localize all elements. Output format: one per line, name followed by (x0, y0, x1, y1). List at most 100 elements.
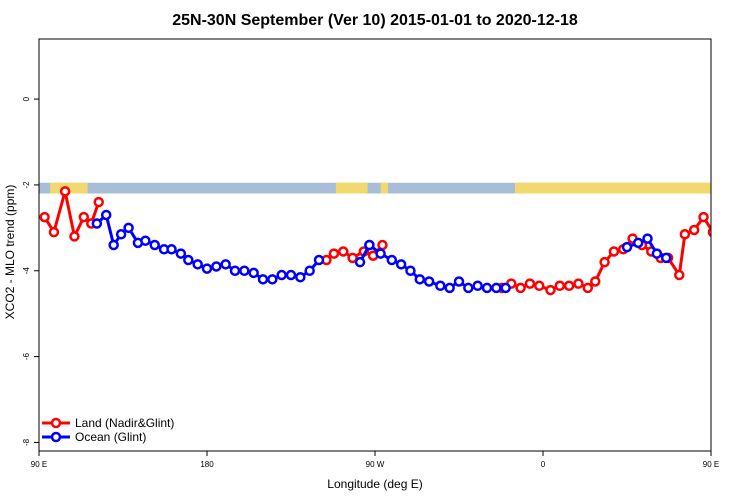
data-point (728, 232, 736, 240)
data-point (267, 274, 278, 285)
data-point (554, 280, 566, 292)
data-point (108, 239, 119, 251)
data-point (599, 256, 610, 268)
data-point (239, 265, 250, 276)
data-point (563, 280, 575, 292)
y-tick-label: -8 (22, 438, 31, 446)
data-point (718, 187, 726, 195)
data-point (285, 269, 297, 281)
data-point (545, 284, 556, 296)
data-point (192, 259, 203, 270)
data-point (660, 252, 672, 264)
data-point (59, 186, 71, 197)
data-point (739, 220, 747, 228)
land-band-segment (335, 182, 368, 194)
data-point (313, 254, 325, 266)
data-point (123, 222, 134, 234)
data-point (453, 276, 465, 287)
data-point (679, 229, 691, 240)
data-point (491, 282, 502, 294)
x-tick-label: 90 E (31, 460, 47, 469)
data-point (328, 248, 340, 259)
data-point (698, 211, 709, 223)
data-point (472, 280, 483, 292)
data-point (737, 213, 745, 221)
data-point (590, 276, 601, 287)
data-point (632, 237, 644, 249)
data-point (582, 282, 594, 294)
data-point (166, 244, 177, 255)
data-point (100, 209, 112, 221)
data-point (39, 211, 50, 223)
land-band-segment (380, 182, 389, 194)
data-point (347, 252, 358, 264)
data-point (248, 267, 259, 279)
legend: Land (Nadir&Glint)Ocean (Glint) (42, 416, 174, 444)
data-point (276, 269, 287, 281)
y-axis-ticks: 0 -2 -4 -6 -8 (22, 96, 39, 446)
data-point (573, 278, 584, 289)
data-point (295, 271, 306, 283)
data-point (651, 248, 663, 259)
legend-label: Land (Nadir&Glint) (75, 416, 174, 430)
data-point (78, 211, 90, 223)
data-point (621, 241, 633, 253)
data-point (642, 233, 653, 244)
series-line (743, 215, 750, 269)
data-point (338, 246, 349, 257)
data-point (91, 218, 103, 229)
data-point (93, 196, 104, 208)
data-point (707, 227, 711, 238)
y-tick-label: -4 (22, 267, 31, 275)
data-point (608, 246, 620, 257)
data-point (744, 220, 750, 228)
data-point (423, 276, 435, 287)
data-point (481, 282, 493, 294)
data-point (304, 265, 315, 276)
data-point (444, 282, 455, 294)
data-point (500, 282, 511, 294)
y-tick-label: -6 (22, 352, 31, 360)
legend-label: Ocean (Glint) (75, 430, 146, 444)
data-point (688, 224, 700, 236)
data-point (229, 265, 241, 276)
data-point (220, 259, 231, 270)
data-point (463, 282, 474, 294)
land-mask-band (39, 182, 711, 194)
chart-title: 25N-30N September (Ver 10) 2015-01-01 to… (172, 12, 578, 29)
data-point (175, 248, 187, 259)
data-point (354, 256, 366, 268)
x-tick-label: 0 (541, 460, 546, 469)
data-point (534, 280, 545, 292)
data-point (414, 274, 426, 285)
x-tick-label: 180 (200, 460, 214, 469)
ocean-band (39, 182, 711, 194)
data-point (364, 239, 375, 251)
data-point (375, 248, 386, 259)
legend-marker (50, 417, 62, 429)
y-tick-label: 0 (22, 96, 31, 101)
data-point (435, 280, 446, 292)
data-point (386, 254, 398, 266)
data-point (377, 239, 388, 251)
land-band-segment (515, 182, 711, 194)
legend-marker (50, 431, 62, 443)
x-axis-ticks: 90 E 180 90 W 0 90 E (31, 451, 719, 469)
series (91, 209, 750, 294)
data-point (257, 274, 269, 285)
data-point (183, 254, 194, 266)
data-point (515, 282, 526, 294)
data-point (201, 263, 213, 274)
data-point (395, 259, 407, 270)
x-tick-label: 90 E (703, 460, 719, 469)
data-point (524, 278, 536, 289)
x-tick-label: 90 W (366, 460, 385, 469)
data-point (69, 231, 80, 242)
data-point (674, 269, 685, 281)
x-axis-title: Longitude (deg E) (327, 477, 422, 491)
y-axis-title: XCO2 - MLO trend (ppm) (3, 185, 17, 320)
y-tick-label: -2 (22, 181, 31, 189)
data-point (140, 235, 151, 246)
data-point (405, 265, 416, 276)
